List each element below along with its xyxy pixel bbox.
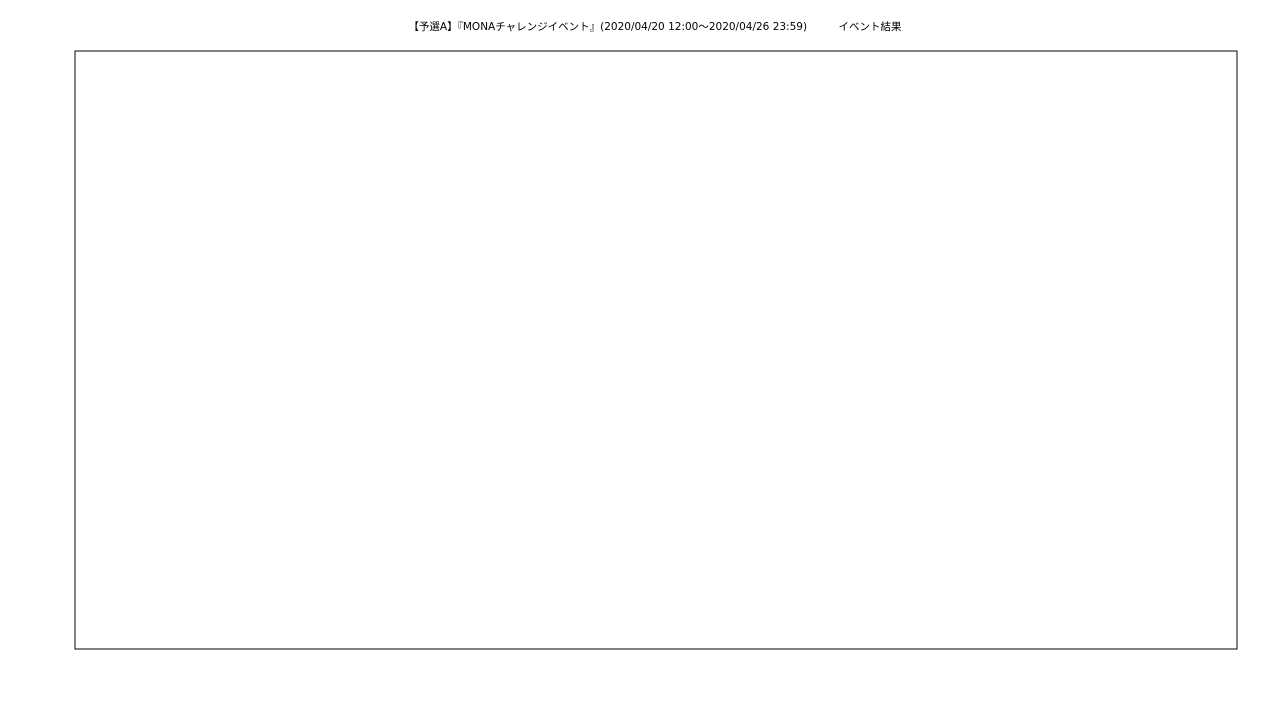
chart-title: 【予選A】『MONAチャレンジイベント』(2020/04/20 12:00〜20… (408, 20, 902, 33)
plot-frame (74, 50, 1238, 650)
